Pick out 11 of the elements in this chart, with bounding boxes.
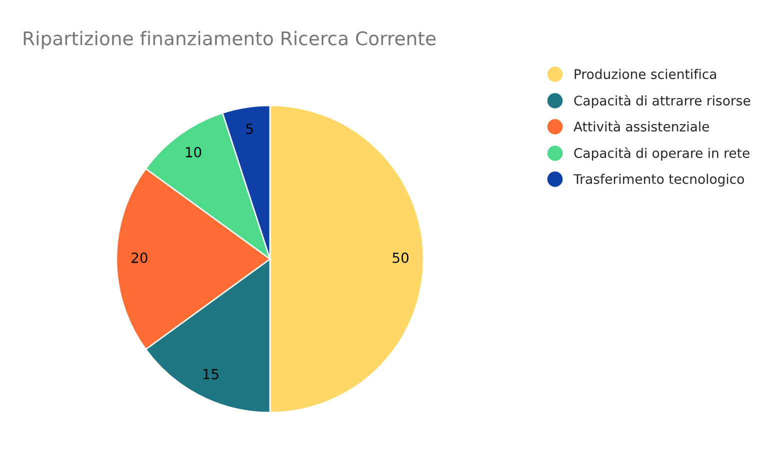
data-label: 10 — [186, 146, 202, 158]
chart-title: Ripartizione finanziamento Ricerca Corrente — [24, 30, 436, 50]
data-label: 20 — [132, 252, 148, 264]
data-label: 5 — [246, 124, 253, 134]
data-label: 15 — [203, 369, 218, 380]
data-label: 50 — [392, 252, 408, 264]
legend-label: Trasferimento tecnologico — [573, 174, 744, 187]
legend-label: Capacità di attrarre risorse — [574, 94, 750, 108]
legend-label: Attività assistenziale — [574, 120, 709, 132]
legend-label: Capacità di operare in rete — [574, 147, 750, 161]
legend-label: Produzione scientifica — [574, 68, 716, 80]
